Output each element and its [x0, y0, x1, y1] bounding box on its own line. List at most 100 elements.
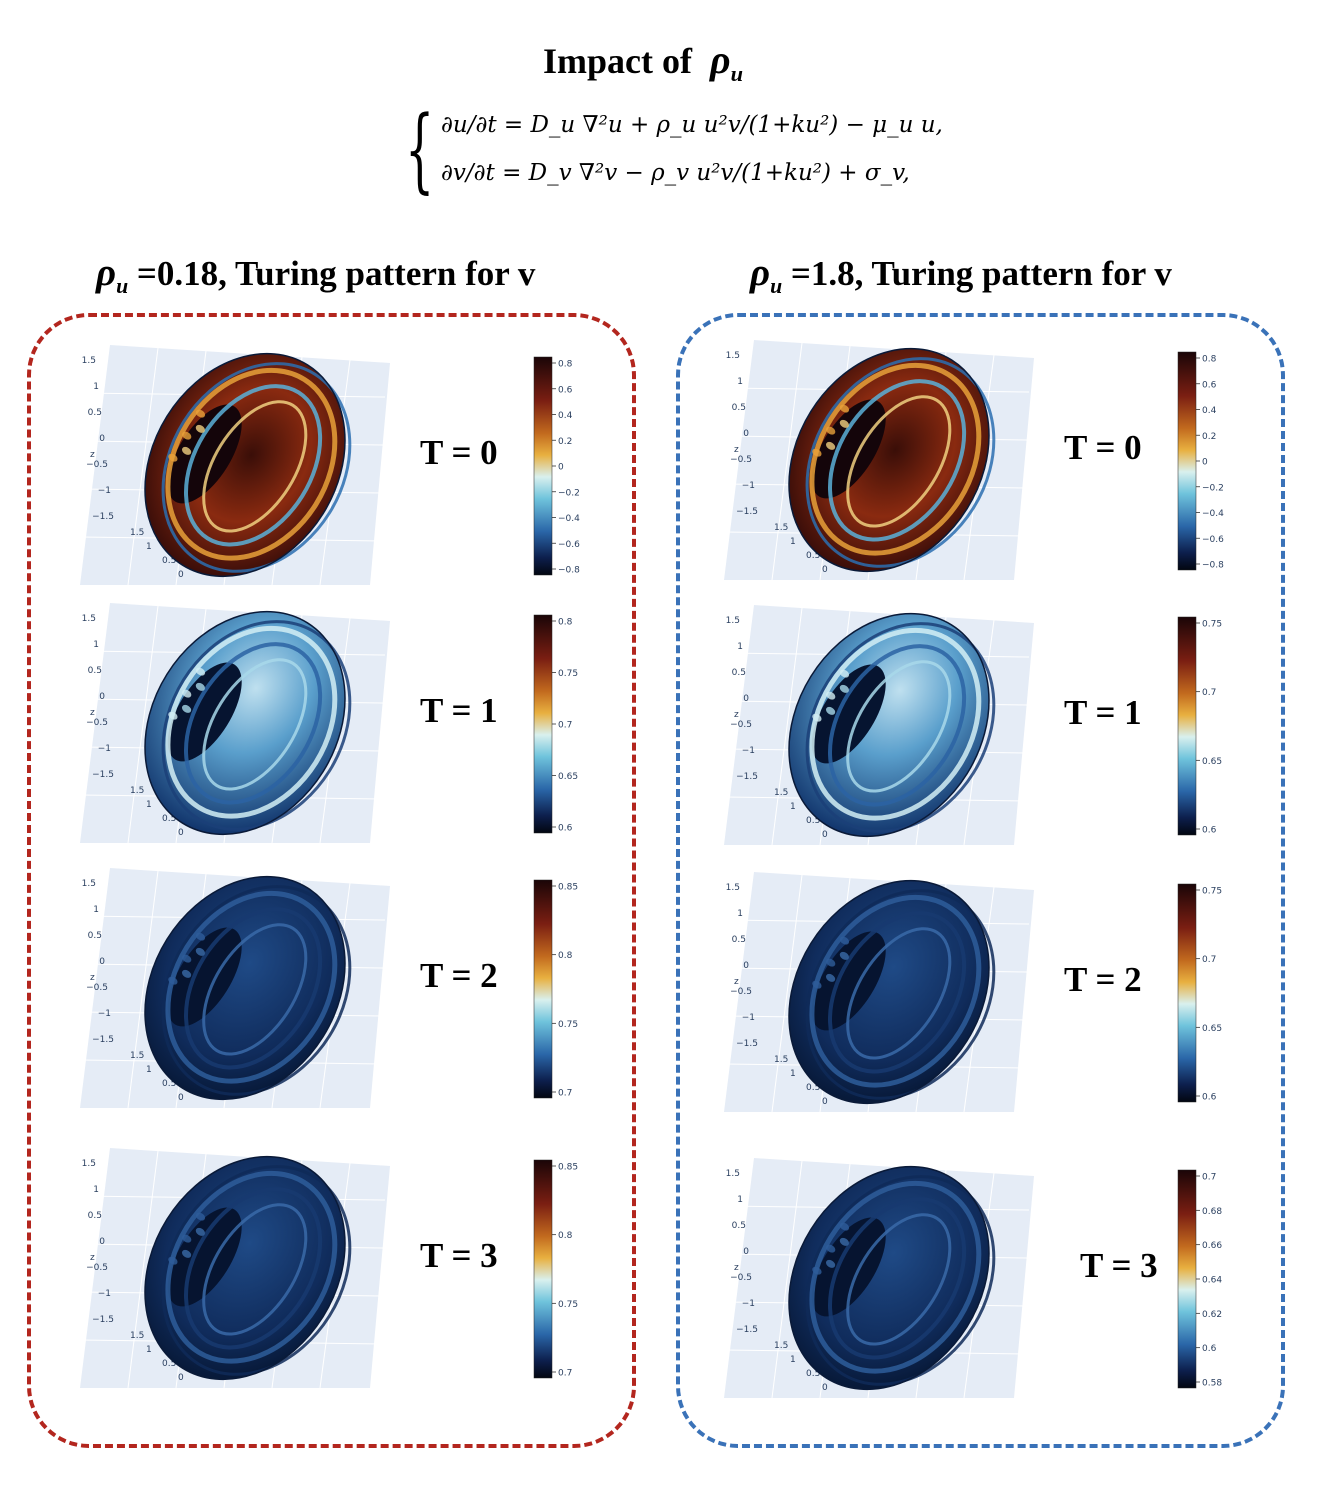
pattern-spot: [168, 976, 178, 985]
pattern-spot: [812, 448, 822, 457]
torus-surface: [144, 875, 352, 1101]
colorbar-tick-label: 0.6: [558, 385, 573, 395]
z-tick-label: −1: [742, 746, 755, 756]
pattern-stripe: [828, 911, 967, 1074]
colorbar-tick-label: 0.7: [558, 721, 572, 731]
z-tick-label: −1: [98, 1009, 111, 1019]
pattern-spot: [825, 706, 836, 715]
grid-line: [771, 342, 803, 581]
z-tick-label: −1: [742, 1013, 755, 1023]
colorbar-tick-label: 0.75: [558, 1020, 578, 1030]
torus-edge: [144, 1155, 346, 1381]
reaction-diffusion-equations: { ∂u/∂t = D_u ∇²u + ρ_u u²v/(1+ku²) − μ_…: [405, 96, 943, 208]
pattern-stripe: [846, 927, 952, 1060]
z-tick-label: −0.5: [730, 1273, 752, 1283]
colorbar: 0.8 0.6 0.4 0.2 0 −0.2 −0.4 −0.6 −0.8: [1177, 351, 1224, 571]
x-tick-label: 1: [146, 542, 152, 552]
equation-v: ∂v/∂t = D_v ∇²v − ρ_v u²v/(1+ku²) + σ_v,: [441, 160, 910, 186]
pattern-spot: [839, 669, 850, 678]
colorbar-gradient: [1177, 1169, 1197, 1389]
z-tick-label: 0.5: [88, 666, 102, 676]
z-tick-label: −0.5: [86, 460, 108, 470]
panel-left-title: ρu =0.18, Turing pattern for v: [96, 250, 535, 299]
pattern-spot: [182, 954, 192, 963]
pattern-spot: [168, 1256, 178, 1265]
pattern-spot: [825, 1259, 836, 1268]
x-tick-label: 1.5: [774, 1341, 788, 1351]
pattern-stripe: [828, 644, 967, 807]
z-tick-label: −1.5: [736, 1325, 758, 1335]
colorbar: 0.85 0.8 0.75 0.7: [533, 879, 578, 1099]
pattern-spot: [195, 947, 205, 956]
x-tick-label: 0: [822, 1383, 828, 1393]
x-tick-label: 0.5: [162, 1079, 176, 1089]
z-tick-label: −0.5: [86, 718, 108, 728]
colorbar-tick-label: −0.6: [558, 540, 580, 550]
pattern-stripe: [202, 658, 308, 791]
pattern-stripe: [184, 384, 323, 547]
torus-surface: [788, 612, 996, 838]
pattern-spot: [825, 441, 836, 450]
torus-edge: [144, 352, 346, 578]
pattern-spot: [839, 936, 850, 945]
z-tick-label: 0.5: [732, 668, 746, 678]
colorbar: 0.85 0.8 0.75 0.7: [533, 1159, 578, 1379]
x-tick-label: 0.5: [162, 1359, 176, 1369]
pattern-spot: [195, 932, 206, 941]
colorbar-gradient: [1177, 351, 1197, 571]
pattern-stripe: [184, 642, 323, 805]
colorbar-tick-label: 0.85: [558, 1163, 578, 1173]
colorbar-tick-label: 0.6: [558, 824, 573, 834]
colorbar-tick-label: 0.64: [1202, 1276, 1222, 1286]
x-tick-label: 0.5: [806, 551, 820, 561]
pattern-stripe: [828, 379, 967, 542]
colorbar-tick-label: 0.66: [1202, 1241, 1222, 1251]
x-tick-label: 0.5: [162, 814, 176, 824]
z-tick-label: 0.5: [732, 1221, 746, 1231]
torus-plot: 1.510.50−0.5−1−1.5z1.510.50: [724, 605, 1034, 846]
colorbar-tick-label: 0.8: [558, 360, 573, 370]
pattern-stripe: [165, 1170, 338, 1364]
z-tick-label: −1.5: [92, 1315, 114, 1325]
pattern-spot: [826, 426, 836, 435]
panel-right-frame: [676, 313, 1285, 1448]
pattern-spot: [168, 711, 178, 720]
pattern-stripe: [161, 885, 352, 1096]
z-axis-label: z: [90, 708, 95, 718]
x-tick-label: 1: [146, 800, 152, 810]
z-axis-label: z: [734, 1263, 739, 1273]
colorbar-tick-label: 0.6: [1202, 1344, 1217, 1354]
colorbar-tick-label: −0.2: [1202, 483, 1224, 493]
z-tick-label: 1: [737, 909, 743, 919]
z-tick-label: −1.5: [736, 1039, 758, 1049]
z-tick-label: 1: [93, 1185, 99, 1195]
pattern-stripe: [202, 400, 308, 533]
z-tick-label: 0: [99, 692, 105, 702]
pattern-stripe: [165, 890, 338, 1084]
panel-right-title: ρu =1.8, Turing pattern for v: [750, 250, 1172, 299]
pattern-stripe: [161, 620, 352, 831]
x-tick-label: 0.5: [806, 816, 820, 826]
pattern-stripe: [184, 1187, 323, 1350]
colorbar-gradient: [1177, 616, 1197, 836]
z-tick-label: 1.5: [726, 883, 740, 893]
torus-plot: 1.510.50−0.5−1−1.5z1.510.50: [724, 340, 1034, 581]
colorbar-tick-label: 0.8: [558, 1231, 573, 1241]
x-tick-label: 0: [178, 828, 184, 838]
x-tick-label: 1: [146, 1065, 152, 1075]
time-label: T = 2: [1064, 960, 1142, 999]
z-axis-label: z: [734, 977, 739, 987]
z-tick-label: −1.5: [92, 1035, 114, 1045]
pattern-spot: [812, 980, 822, 989]
torus-plot: 1.510.50−0.5−1−1.5z1.510.50: [724, 872, 1034, 1113]
colorbar-tick-label: 0.68: [1202, 1207, 1222, 1217]
pattern-stripe: [846, 1213, 952, 1346]
z-tick-label: 1: [93, 382, 99, 392]
colorbar-tick-label: −0.8: [558, 566, 580, 576]
z-tick-label: 0.5: [88, 1211, 102, 1221]
x-tick-label: 0.5: [162, 556, 176, 566]
torus-surface: [788, 879, 996, 1105]
colorbar-tick-label: 0.4: [1202, 406, 1217, 416]
torus-plot: 1.510.50−0.5−1−1.5z1.510.50: [80, 603, 390, 844]
figure-title-prefix: Impact of: [542, 41, 692, 81]
